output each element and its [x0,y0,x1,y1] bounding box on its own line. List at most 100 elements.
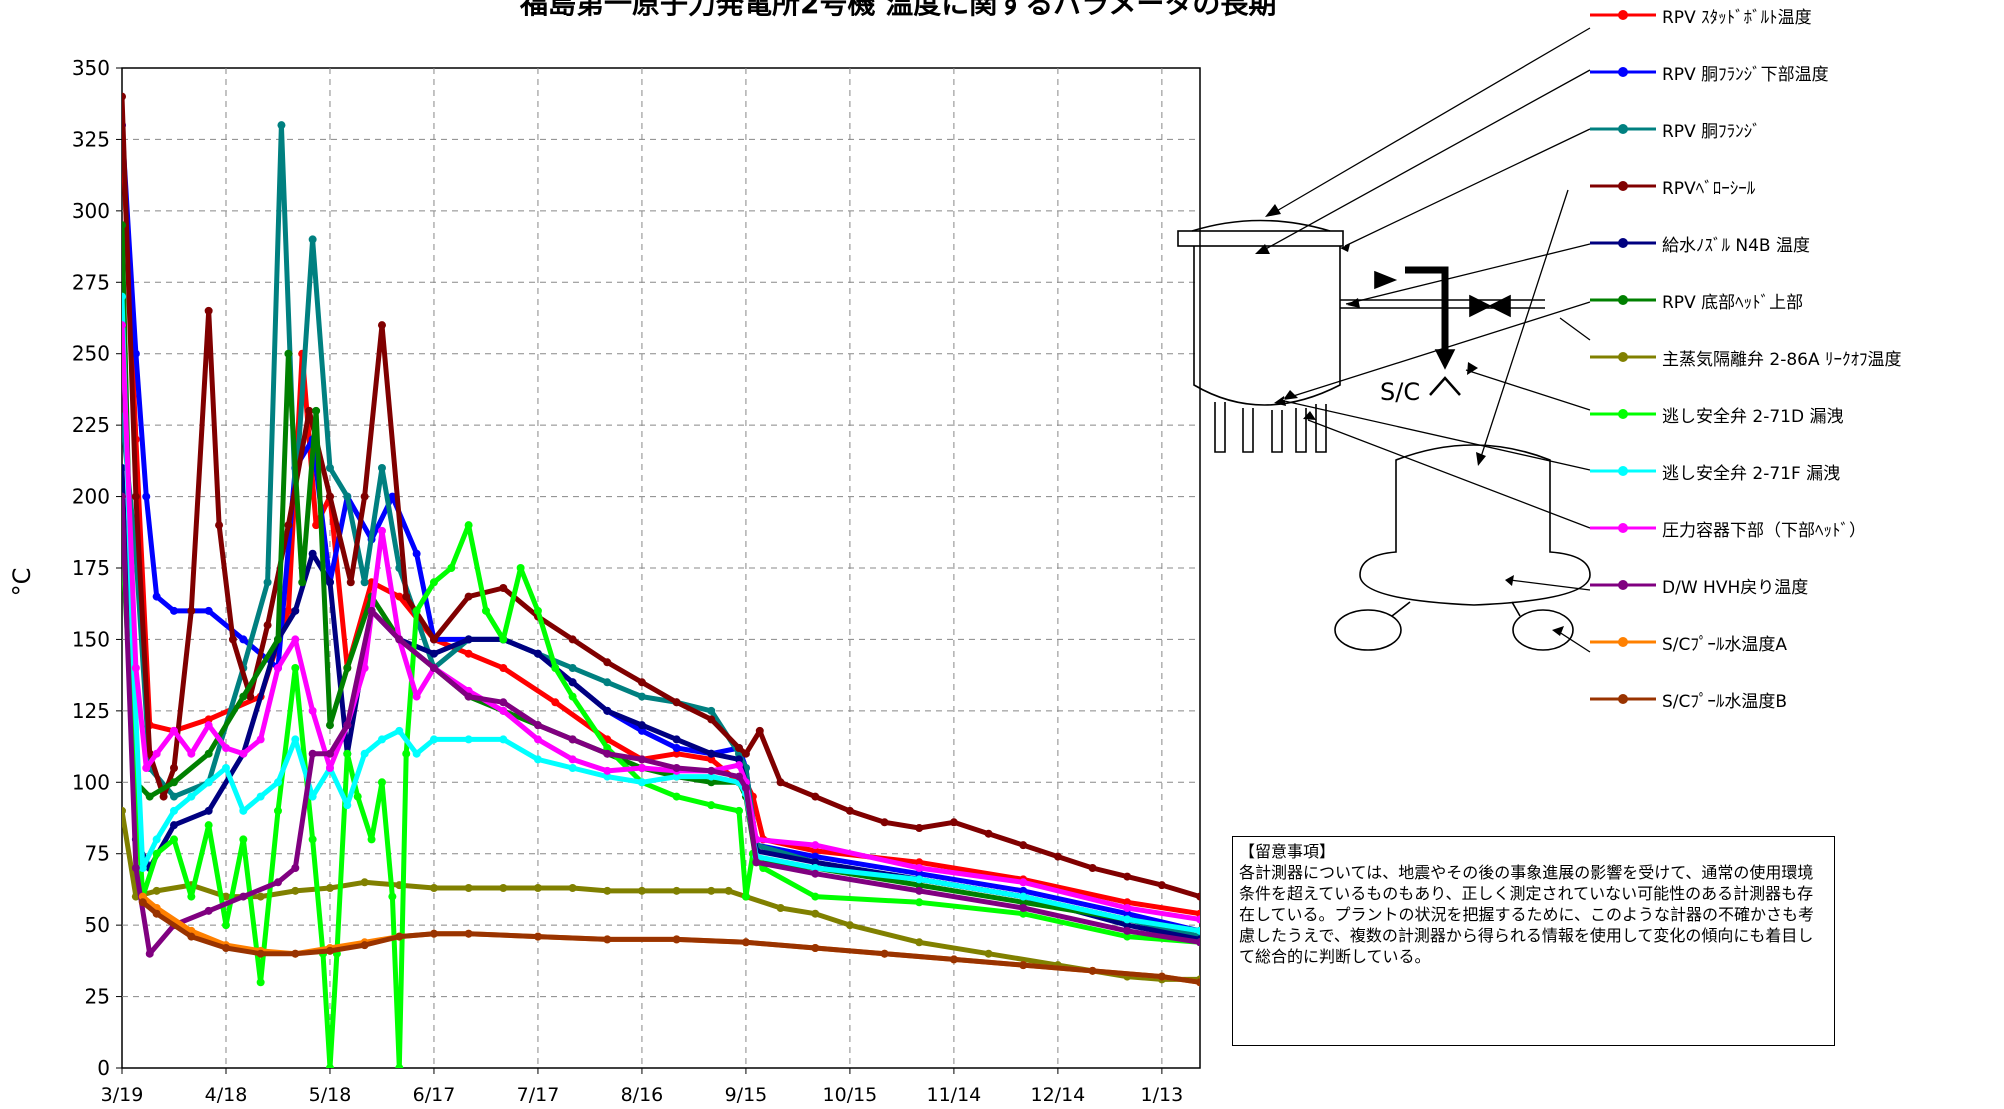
data-point [308,749,317,758]
legend-swatch-icon [1590,67,1656,77]
series-line [122,496,1200,957]
data-point [291,606,300,615]
data-point [672,735,681,744]
data-point [949,818,958,827]
data-point [204,821,213,830]
rpv-vessel [1191,219,1341,406]
data-point [568,755,577,764]
data-point [672,772,681,781]
legend-swatch-icon [1590,295,1656,305]
data-point [308,835,317,844]
data-point [1196,892,1200,901]
x-axis-ticks: 3/19 4/18 5/18 6/17 7/17 8/16 9/15 10/15 11/14 12… [101,1068,1184,1106]
legend-item: S/Cﾌﾟｰﾙ水温度A [1590,630,1787,655]
x-tick-label: 11/14 [927,1084,982,1106]
data-point [707,715,716,724]
legend-swatch-icon [1590,523,1656,533]
data-point [429,664,438,672]
legend-label: 逃し安全弁 2-71F 漏洩 [1662,463,1841,484]
data-point [464,929,473,938]
data-point [1157,972,1166,981]
data-point [138,864,147,872]
data-point [412,549,421,558]
data-point [305,406,314,415]
x-tick-label: 3/19 [101,1084,144,1106]
data-point [707,801,716,810]
data-point [755,726,764,735]
data-point [228,635,237,644]
data-point [533,884,542,892]
data-point [707,766,716,775]
data-point [568,735,577,744]
data-point [273,635,282,644]
data-point [256,792,265,801]
y-tick-label: 100 [72,770,110,794]
data-point [145,792,154,801]
legend-item: RPV 胴ﾌﾗﾝｼﾞ下部温度 [1590,60,1829,85]
data-point [1123,909,1132,918]
data-point [516,564,525,572]
data-point [131,349,140,358]
data-point [915,864,924,872]
data-point [239,806,248,815]
data-point [603,678,612,687]
data-point [346,578,355,587]
sc-leg-connectors [1391,601,1521,617]
data-point [672,744,681,752]
data-point [284,606,293,615]
data-point [915,881,924,890]
data-point [672,886,681,895]
data-point [395,726,404,735]
legend-item: 逃し安全弁 2-71F 漏洩 [1590,459,1841,484]
data-point [395,1064,404,1068]
data-point [312,521,321,530]
data-point [377,735,386,744]
data-point [122,292,126,301]
data-point [447,564,456,572]
data-point [603,772,612,781]
data-point [603,935,612,944]
y-tick-label: 25 [85,985,110,1009]
data-point [256,892,265,901]
data-point [637,886,646,895]
data-point [752,858,761,867]
data-point [1123,926,1132,935]
data-point [845,806,854,815]
data-point [325,764,334,772]
y-tick-label: 300 [72,199,110,223]
sc-leg-right [1512,609,1574,651]
data-point [1019,886,1028,895]
data-point [1123,932,1132,941]
data-point [551,698,560,707]
legend-label: D/W HVH戻り温度 [1662,577,1809,598]
data-point [343,801,352,810]
data-point [568,692,577,701]
data-point [464,884,473,892]
data-point [533,755,542,764]
data-point [672,764,681,772]
data-point [915,938,924,947]
legend-item: D/W HVH戻り温度 [1590,573,1809,598]
data-point [533,606,542,615]
data-point [343,721,352,730]
x-tick-label: 1/13 [1141,1084,1184,1106]
data-point [464,692,473,701]
data-point [312,406,321,415]
data-point [429,578,438,587]
data-point [1019,892,1028,901]
data-point [984,949,993,958]
data-point [845,921,854,930]
data-point [707,749,716,758]
series-line [141,900,1200,985]
safety-relief-line [1405,266,1449,350]
x-tick-label: 10/15 [823,1084,878,1106]
y-tick-label: 0 [97,1056,110,1080]
data-point [811,909,820,918]
legend-item: 主蒸気隔離弁 2-86A ﾘｰｸｵﾌ温度 [1590,345,1902,370]
data-point [239,635,248,644]
data-point [402,592,411,601]
data-point [377,778,386,787]
data-point [325,884,334,892]
data-point [291,635,300,644]
